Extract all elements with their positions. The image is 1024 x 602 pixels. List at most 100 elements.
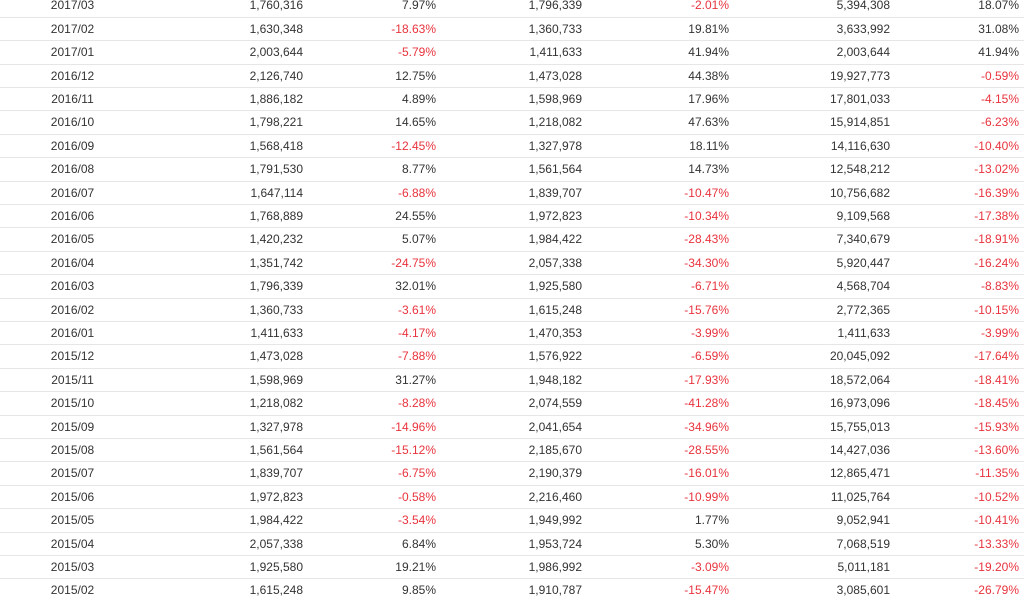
value-cell: 1,984,422 bbox=[249, 513, 303, 528]
table-row: 2017/01 2,003,644 -5.79% 1,411,633 41.94% 2,0… bbox=[0, 41, 1024, 65]
value-cell: 1,953,724 bbox=[528, 536, 582, 551]
table-row: 2016/01 1,411,633 -4.17% 1,470,353 -3.99% 1,4… bbox=[0, 322, 1024, 346]
value-cell: -10.47% bbox=[684, 185, 729, 200]
value-cell: -3.99% bbox=[690, 325, 729, 340]
table-row: 2015/07 1,839,707 -6.75% 2,190,379 -16.01% 12… bbox=[0, 462, 1024, 486]
value-cell: 1,561,564 bbox=[249, 442, 303, 457]
month-cell: 2015/08 bbox=[50, 442, 95, 457]
value-cell: 2,057,338 bbox=[249, 536, 303, 551]
value-cell: 20,045,092 bbox=[829, 349, 890, 364]
value-cell: 32.01% bbox=[395, 279, 436, 294]
value-cell: 9,109,568 bbox=[836, 208, 890, 223]
value-cell: 12,548,212 bbox=[829, 162, 890, 177]
month-cell: 2016/05 bbox=[50, 232, 95, 247]
value-cell: 1,791,530 bbox=[249, 162, 303, 177]
value-cell: 6.84% bbox=[401, 536, 436, 551]
value-cell: 1,615,248 bbox=[249, 583, 303, 598]
value-cell: 1,411,633 bbox=[529, 45, 583, 60]
value-cell: -3.54% bbox=[397, 513, 436, 528]
month-cell: 2015/06 bbox=[50, 489, 95, 504]
table-row: 2015/09 1,327,978 -14.96% 2,041,654 -34.96% 1… bbox=[0, 416, 1024, 439]
value-cell: 1,984,422 bbox=[528, 232, 582, 247]
value-cell: 1,473,028 bbox=[249, 349, 303, 364]
value-cell: -8.28% bbox=[397, 396, 436, 411]
value-cell: 14.73% bbox=[688, 162, 729, 177]
value-cell: -4.17% bbox=[397, 325, 436, 340]
month-cell: 2016/07 bbox=[50, 185, 95, 200]
value-cell: -6.23% bbox=[980, 115, 1019, 130]
value-cell: 14.65% bbox=[395, 115, 436, 130]
value-cell: -10.41% bbox=[974, 513, 1019, 528]
value-cell: 1,796,339 bbox=[249, 279, 303, 294]
value-cell: 1,420,232 bbox=[249, 232, 303, 247]
value-cell: 5,394,308 bbox=[836, 0, 890, 13]
value-cell: 4,568,704 bbox=[836, 279, 890, 294]
value-cell: 1,630,348 bbox=[249, 21, 303, 36]
value-cell: 1,576,922 bbox=[528, 349, 582, 364]
month-cell: 2015/12 bbox=[50, 349, 95, 364]
month-cell: 2015/09 bbox=[50, 419, 95, 434]
value-cell: 10,756,682 bbox=[829, 185, 890, 200]
value-cell: 8.77% bbox=[401, 162, 436, 177]
value-cell: -2.01% bbox=[690, 0, 729, 13]
value-cell: -41.28% bbox=[684, 396, 729, 411]
month-cell: 2016/06 bbox=[50, 208, 95, 223]
value-cell: -11.35% bbox=[975, 466, 1019, 481]
value-cell: -13.60% bbox=[974, 442, 1019, 457]
value-cell: 2,041,654 bbox=[528, 419, 582, 434]
value-cell: -6.75% bbox=[397, 466, 436, 481]
table-row: 2015/11 1,598,969 31.27% 1,948,182 -17.93% 18… bbox=[0, 369, 1024, 393]
value-cell: -10.34% bbox=[684, 208, 729, 223]
value-cell: -16.39% bbox=[974, 185, 1019, 200]
value-cell: 18.07% bbox=[978, 0, 1019, 13]
value-cell: 9,052,941 bbox=[836, 513, 890, 528]
value-cell: 5.07% bbox=[401, 232, 436, 247]
value-cell: 1,839,707 bbox=[249, 466, 303, 481]
value-cell: 2,126,740 bbox=[249, 68, 303, 83]
table-row: 2016/10 1,798,221 14.65% 1,218,082 47.63% 15,… bbox=[0, 111, 1024, 135]
value-cell: 1,473,028 bbox=[528, 68, 582, 83]
value-cell: 1,411,633 bbox=[837, 325, 891, 340]
value-cell: 17.96% bbox=[688, 91, 729, 106]
month-cell: 2017/03 bbox=[50, 0, 95, 13]
value-cell: -6.88% bbox=[397, 185, 436, 200]
value-cell: 19.21% bbox=[395, 559, 436, 574]
table-row: 2016/02 1,360,733 -3.61% 1,615,248 -15.76% 2,… bbox=[0, 299, 1024, 322]
month-cell: 2015/05 bbox=[50, 513, 95, 528]
month-cell: 2015/02 bbox=[50, 583, 95, 598]
value-cell: -16.24% bbox=[974, 255, 1019, 270]
value-cell: 1,598,969 bbox=[249, 372, 303, 387]
value-cell: -17.93% bbox=[684, 372, 729, 387]
value-cell: -12.45% bbox=[391, 138, 436, 153]
table-row: 2015/06 1,972,823 -0.58% 2,216,460 -10.99% 11… bbox=[0, 486, 1024, 510]
value-cell: 12,865,471 bbox=[829, 466, 890, 481]
table-row: 2016/05 1,420,232 5.07% 1,984,422 -28.43% 7,3… bbox=[0, 228, 1024, 252]
value-cell: 1,760,316 bbox=[249, 0, 303, 13]
value-cell: -17.64% bbox=[974, 349, 1019, 364]
value-cell: -26.79% bbox=[974, 583, 1019, 598]
month-cell: 2015/10 bbox=[50, 396, 95, 411]
value-cell: 1,327,978 bbox=[528, 138, 582, 153]
value-cell: -3.09% bbox=[690, 559, 729, 574]
table-row: 2015/08 1,561,564 -15.12% 2,185,670 -28.55% 1… bbox=[0, 439, 1024, 463]
value-cell: 1,615,248 bbox=[528, 302, 582, 317]
value-cell: -8.83% bbox=[980, 279, 1019, 294]
table-row: 2016/08 1,791,530 8.77% 1,561,564 14.73% 12,5… bbox=[0, 158, 1024, 182]
value-cell: -16.01% bbox=[684, 466, 729, 481]
value-cell: 2,216,460 bbox=[528, 489, 582, 504]
value-cell: 1,986,992 bbox=[528, 559, 582, 574]
value-cell: -19.20% bbox=[974, 559, 1019, 574]
value-cell: 7,068,519 bbox=[836, 536, 890, 551]
value-cell: 9.85% bbox=[401, 583, 436, 598]
value-cell: 5,011,181 bbox=[837, 559, 891, 574]
month-cell: 2016/10 bbox=[50, 115, 95, 130]
value-cell: 12.75% bbox=[395, 68, 436, 83]
month-cell: 2015/04 bbox=[50, 536, 95, 551]
table-row: 2015/12 1,473,028 -7.88% 1,576,922 -6.59% 20,… bbox=[0, 345, 1024, 369]
value-cell: 1,925,580 bbox=[528, 279, 582, 294]
value-cell: -10.99% bbox=[684, 489, 729, 504]
month-cell: 2015/11 bbox=[51, 372, 94, 387]
table-row: 2017/03 1,760,316 7.97% 1,796,339 -2.01% 5,39… bbox=[0, 0, 1024, 18]
value-cell: -24.75% bbox=[391, 255, 436, 270]
